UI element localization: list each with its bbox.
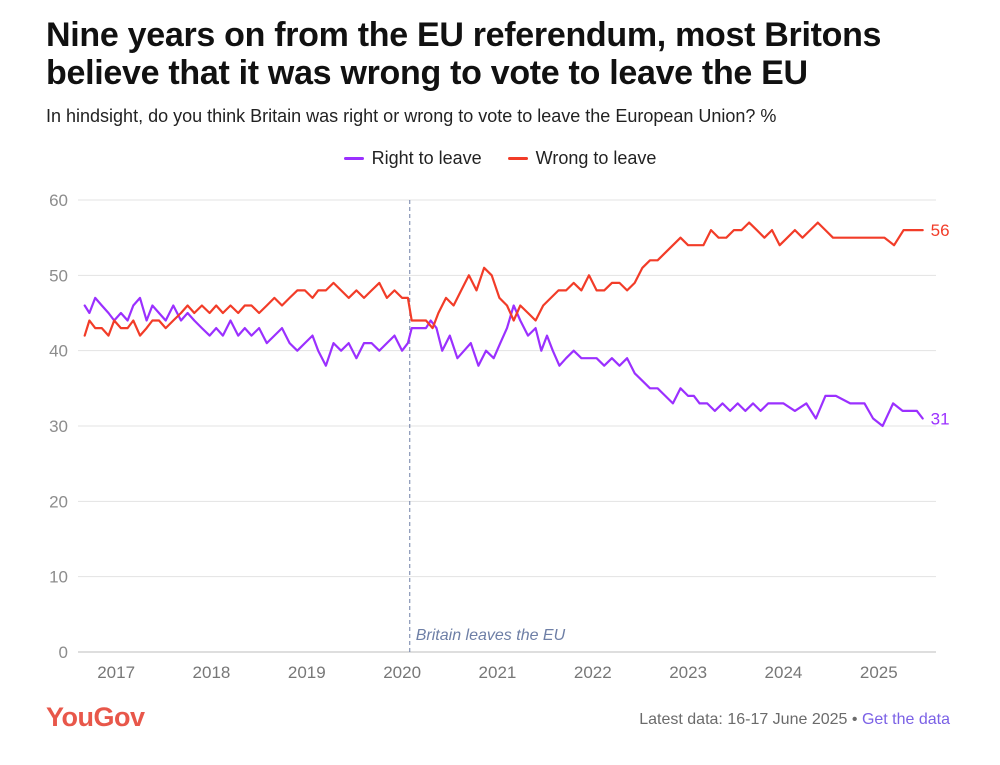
y-tick-label-30: 30 [49, 417, 68, 436]
series-line-right [83, 296, 924, 428]
legend-item-right: Right to leave [343, 148, 482, 169]
legend: Right to leave Wrong to leave [0, 148, 1000, 169]
x-tick-label-2017: 2017 [97, 663, 135, 682]
y-tick-label-50: 50 [49, 266, 68, 285]
y-tick-label-0: 0 [59, 643, 68, 662]
y-tick-label-60: 60 [49, 191, 68, 210]
footer-separator: • [851, 711, 858, 728]
end-label-right: 31 [931, 409, 950, 428]
x-tick-label-2020: 2020 [383, 663, 421, 682]
x-tick-label-2018: 2018 [193, 663, 231, 682]
legend-label-wrong: Wrong to leave [535, 148, 657, 168]
x-tick-label-2023: 2023 [669, 663, 707, 682]
x-tick-label-2025: 2025 [860, 663, 898, 682]
chart-subtitle: In hindsight, do you think Britain was r… [46, 106, 777, 126]
latest-data-text: Latest data: 16-17 June 2025 [639, 711, 848, 728]
legend-label-right: Right to leave [371, 148, 482, 168]
legend-swatch-right [343, 157, 364, 160]
x-tick-label-2021: 2021 [479, 663, 517, 682]
end-label-wrong: 56 [931, 221, 950, 240]
legend-swatch-wrong [507, 157, 528, 160]
y-tick-label-20: 20 [49, 492, 68, 511]
series-line-wrong [83, 221, 924, 337]
brexit-annotation-label: Britain leaves the EU [416, 627, 566, 644]
y-tick-label-10: 10 [49, 568, 68, 587]
footer: Latest data: 16-17 June 2025 • Get the d… [639, 711, 950, 729]
get-the-data-link[interactable]: Get the data [861, 711, 950, 728]
y-tick-label-40: 40 [49, 342, 68, 361]
yougov-logo[interactable]: YouGov [46, 702, 145, 732]
x-tick-label-2024: 2024 [765, 663, 803, 682]
chart-title: Nine years on from the EU referendum, mo… [46, 16, 882, 92]
x-tick-label-2022: 2022 [574, 663, 612, 682]
legend-item-wrong: Wrong to leave [507, 148, 657, 169]
x-tick-label-2019: 2019 [288, 663, 326, 682]
